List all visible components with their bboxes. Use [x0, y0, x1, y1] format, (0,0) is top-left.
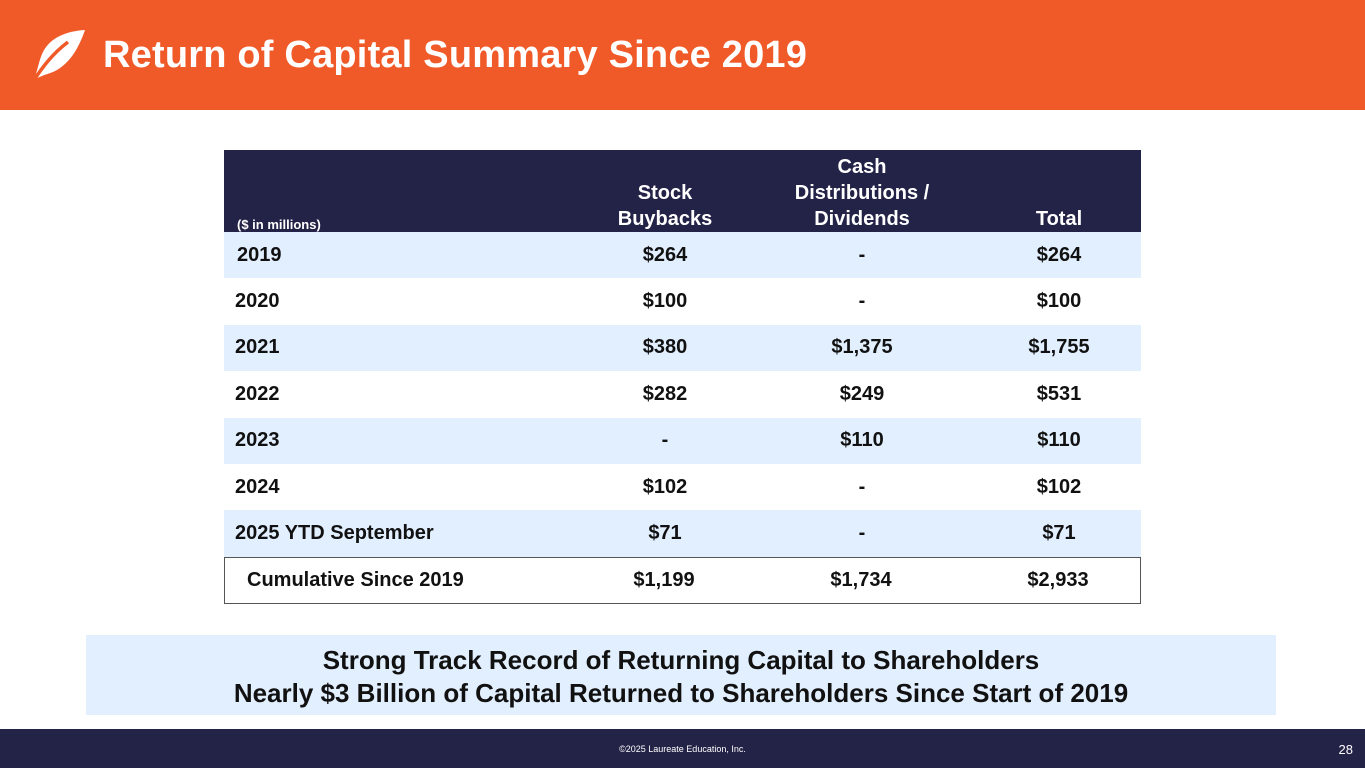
row-buybacks: $71	[648, 522, 682, 545]
column-header-stock-buybacks: Stock Buybacks	[617, 182, 713, 230]
row-buybacks: $380	[642, 336, 688, 359]
footer-bar: ©2025 Laureate Education, Inc. 28	[0, 729, 1365, 768]
row-year: 2020	[235, 290, 280, 313]
row-total: $71	[1042, 522, 1076, 545]
page-number: 28	[1338, 742, 1353, 757]
row-total: $264	[1036, 243, 1082, 266]
row-buybacks: $100	[642, 290, 688, 313]
column-header-total: Total	[1035, 208, 1083, 230]
row-buybacks: $264	[642, 243, 688, 266]
table-row: 2019 $264 - $264	[224, 232, 1141, 279]
row-total: $110	[1037, 429, 1081, 452]
row-year: 2024	[235, 475, 280, 498]
table-row: 2020 $100 - $100	[224, 278, 1141, 325]
table-row: 2024 $102 - $102	[224, 463, 1141, 511]
row-distributions: -	[858, 475, 866, 498]
row-total: $102	[1036, 475, 1082, 498]
page-title: Return of Capital Summary Since 2019	[103, 34, 808, 76]
callout-subheadline: Nearly $3 Billion of Capital Returned to…	[233, 678, 1129, 708]
copyright-text: ©2025 Laureate Education, Inc.	[619, 744, 746, 754]
table-row: 2023 - $110 $110	[224, 417, 1141, 464]
table-row: 2022 $282 $249 $531	[224, 371, 1141, 418]
row-distributions: $1,375	[831, 336, 893, 359]
row-year: 2021	[235, 336, 280, 359]
units-label: ($ in millions)	[237, 217, 321, 232]
header-bar: Return of Capital Summary Since 2019	[0, 0, 1365, 110]
table-row: 2025 YTD September $71 - $71	[224, 510, 1141, 557]
row-year: 2025 YTD September	[235, 522, 434, 545]
table-header: ($ in millions) Stock Buybacks Cash Dist…	[224, 150, 1141, 232]
row-distributions: -	[858, 243, 866, 266]
row-year: 2019	[237, 243, 282, 266]
row-distributions: -	[858, 522, 866, 545]
cumulative-distributions: $1,734	[830, 568, 892, 591]
row-buybacks: -	[661, 429, 669, 452]
cumulative-label: Cumulative Since 2019	[247, 568, 464, 591]
row-year: 2023	[235, 429, 280, 452]
row-distributions: -	[858, 290, 866, 313]
row-distributions: $249	[839, 382, 885, 405]
cumulative-row: Cumulative Since 2019 $1,199 $1,734 $2,9…	[224, 556, 1141, 604]
column-header-cash-distributions: Cash Distributions / Dividends	[794, 156, 930, 230]
row-total: $100	[1036, 290, 1082, 313]
row-total: $531	[1036, 382, 1082, 405]
table-row: 2021 $380 $1,375 $1,755	[224, 324, 1141, 372]
row-buybacks: $282	[642, 382, 688, 405]
row-total: $1,755	[1028, 336, 1090, 359]
capital-return-table: ($ in millions) Stock Buybacks Cash Dist…	[224, 150, 1141, 604]
row-year: 2022	[235, 382, 280, 405]
cumulative-total: $2,933	[1027, 568, 1089, 591]
leaf-icon	[32, 30, 85, 81]
callout-headline: Strong Track Record of Returning Capital…	[322, 645, 1040, 675]
callout-box: Strong Track Record of Returning Capital…	[86, 635, 1276, 715]
row-distributions: $110	[840, 429, 884, 452]
row-buybacks: $102	[642, 475, 688, 498]
cumulative-buybacks: $1,199	[633, 568, 695, 591]
